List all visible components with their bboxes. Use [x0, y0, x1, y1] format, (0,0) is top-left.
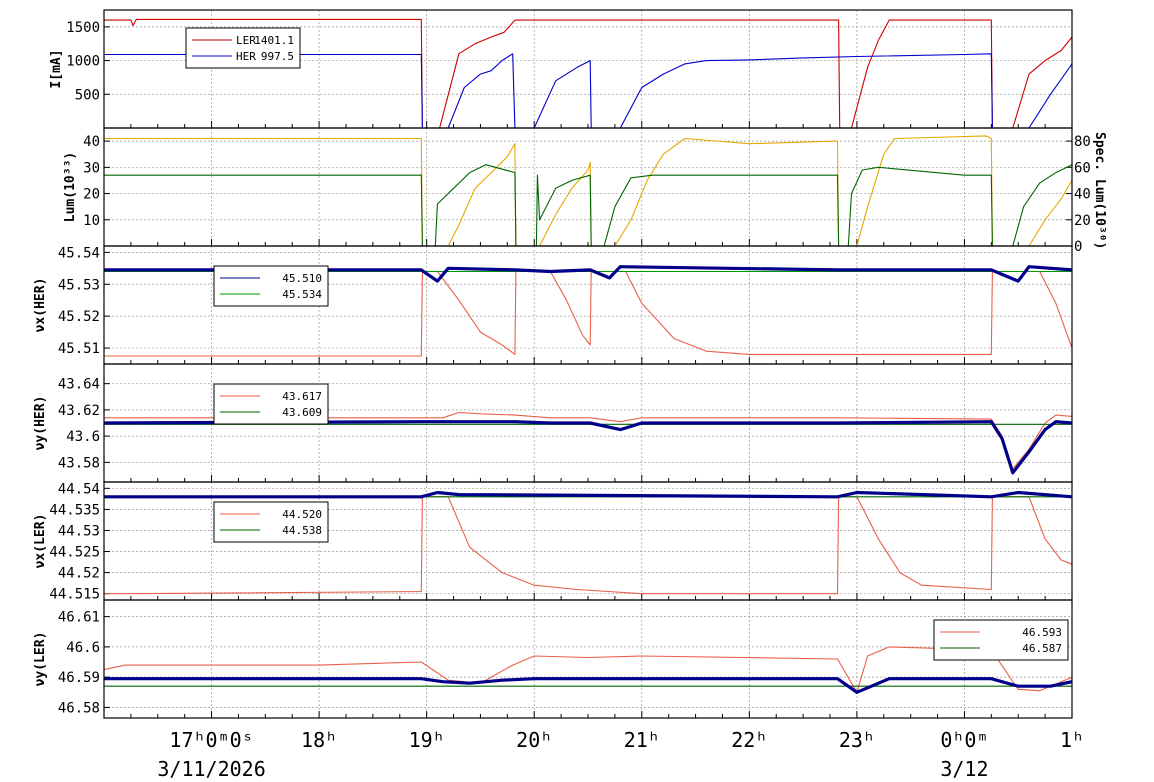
ytick-label-p5-0: 46.58: [58, 700, 100, 716]
ytick-label-p4-5: 44.54: [58, 481, 100, 497]
xtick-label-0: 17ʰ0ᵐ0ˢ: [169, 728, 253, 752]
panel-frame-1: [103, 127, 1073, 247]
yaxis-label-p1: Lum(10³³): [63, 152, 78, 222]
ytick-label-p1-0: 10: [83, 213, 100, 229]
legend-value-p4-1: 44.538: [282, 524, 322, 537]
xtick-label-3: 20ʰ: [516, 728, 552, 752]
ytick-label-p2-1: 45.52: [58, 309, 100, 325]
legend-box-p5: [933, 619, 1069, 661]
series-line-p5-0: [103, 646, 1073, 693]
legend-box-p2: [213, 265, 329, 307]
series-line-p1-1: [104, 164, 1073, 247]
legend-box-p3: [213, 383, 329, 425]
legend-value-p0-1: 997.5: [261, 50, 294, 63]
y2tick-label-p1-1: 20: [1074, 213, 1091, 229]
legend-box-p0: [185, 27, 301, 69]
date-label-0: 3/11/2026: [157, 757, 265, 781]
ytick-label-p3-1: 43.6: [66, 429, 100, 445]
panel-frame-5: [103, 599, 1073, 719]
xtick-label-5: 22ʰ: [731, 728, 767, 752]
series-line-p2-2: [104, 265, 1073, 283]
xtick-label-7: 0ʰ0ᵐ: [940, 728, 988, 752]
series-line-p1-0: [104, 135, 1073, 247]
yaxis-label-p3: νy(HER): [33, 396, 48, 451]
xtick-label-1: 18ʰ: [301, 728, 337, 752]
ytick-label-p4-1: 44.52: [58, 566, 100, 582]
y2tick-label-p1-4: 80: [1074, 134, 1091, 150]
series-line-p2-0: [104, 270, 1073, 357]
ytick-label-p4-4: 44.535: [49, 502, 100, 518]
date-label-1: 3/12: [940, 757, 988, 781]
ytick-label-p5-2: 46.6: [66, 640, 100, 656]
legend-value-p2-1: 45.534: [282, 288, 322, 301]
ytick-label-p0-1: 1000: [66, 54, 100, 70]
y2tick-label-p1-3: 60: [1074, 160, 1091, 176]
ytick-label-p4-3: 44.53: [58, 523, 100, 539]
series-line-p3-0: [104, 411, 1073, 470]
legend-value-p3-0: 43.617: [282, 390, 322, 403]
ytick-label-p4-0: 44.515: [49, 587, 100, 603]
ytick-label-p2-2: 45.53: [58, 277, 100, 293]
ytick-label-p2-3: 45.54: [58, 245, 100, 261]
xtick-label-6: 23ʰ: [839, 728, 875, 752]
ytick-label-p0-2: 1500: [66, 20, 100, 36]
ytick-label-p3-3: 43.64: [58, 377, 100, 393]
ytick-label-p4-2: 44.525: [49, 545, 100, 561]
xtick-label-8: 1ʰ: [1060, 728, 1084, 752]
legend-name-p0-1: HER: [236, 50, 256, 63]
yaxis-label-p4: νx(LER): [33, 514, 48, 569]
legend-value-p5-1: 46.587: [1022, 642, 1062, 655]
legend-value-p2-0: 45.510: [282, 272, 322, 285]
yaxis-label-p2: νx(HER): [33, 278, 48, 333]
legend-value-p4-0: 44.520: [282, 508, 322, 521]
legend-box-p4: [213, 501, 329, 543]
ytick-label-p3-0: 43.58: [58, 455, 100, 471]
legend-name-p0-0: LER: [236, 34, 256, 47]
series-line-p5-2: [104, 677, 1073, 694]
ytick-label-p0-0: 500: [75, 87, 100, 103]
ytick-label-p5-1: 46.59: [58, 670, 100, 686]
yaxis-label-p0: I[mA]: [49, 49, 64, 88]
ytick-label-p3-2: 43.62: [58, 403, 100, 419]
y2tick-label-p1-0: 0: [1074, 239, 1082, 255]
y2tick-label-p1-2: 40: [1074, 187, 1091, 203]
series-line-p3-2: [103, 420, 1073, 475]
ytick-label-p1-3: 40: [83, 134, 100, 150]
legend-value-p5-0: 46.593: [1022, 626, 1062, 639]
yaxis-label-p5: νy(LER): [33, 632, 48, 687]
xtick-label-4: 21ʰ: [624, 728, 660, 752]
y2axis-label-p1: Spec. Lum(10³⁰): [1092, 132, 1107, 249]
legend-value-p3-1: 43.609: [282, 406, 322, 419]
ytick-label-p1-2: 30: [83, 160, 100, 176]
ytick-label-p5-3: 46.61: [58, 610, 100, 626]
legend-value-p0-0: 1401.1: [254, 34, 294, 47]
xtick-label-2: 19ʰ: [409, 728, 445, 752]
series-line-p4-2: [104, 490, 1073, 499]
ytick-label-p1-1: 20: [83, 187, 100, 203]
ytick-label-p2-0: 45.51: [58, 341, 100, 357]
